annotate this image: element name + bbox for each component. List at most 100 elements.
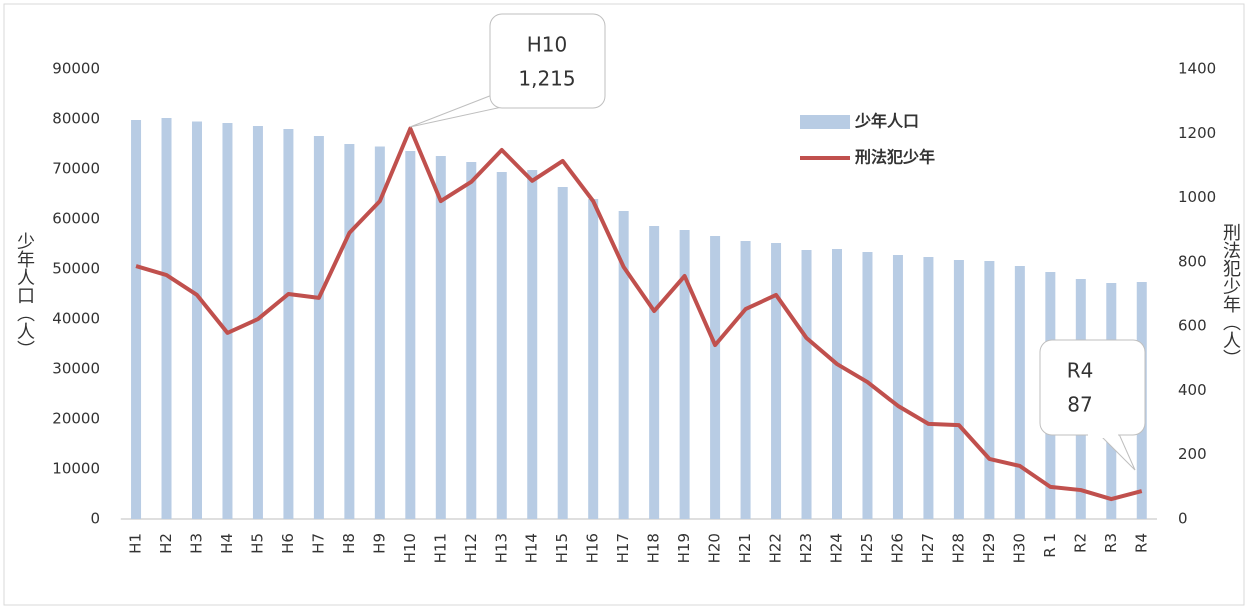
bar <box>222 123 233 519</box>
bar <box>191 121 202 519</box>
y2-tick-label: 1200 <box>1178 124 1216 142</box>
x-tick-label: H12 <box>462 533 480 563</box>
callout: H10 1,215 <box>409 13 606 128</box>
callout-mask <box>1088 430 1118 438</box>
x-tick-label: R3 <box>1102 533 1120 553</box>
y-tick-label: 0 <box>90 510 100 528</box>
y2-tick-label: 0 <box>1178 510 1188 528</box>
bar <box>771 243 782 519</box>
x-tick-label: H18 <box>645 533 663 563</box>
y-axis-label: 少年人口（人） <box>14 232 35 358</box>
y-tick-label: 60000 <box>52 210 100 228</box>
x-tick-label: H17 <box>614 533 632 563</box>
x-tick-label: H15 <box>553 533 571 563</box>
x-tick-label: R 1 <box>1041 533 1059 558</box>
y-tick-label: 50000 <box>52 260 100 278</box>
bar <box>892 255 903 519</box>
x-tick-label: H3 <box>187 533 205 554</box>
bar <box>527 170 538 519</box>
x-tick-label: H8 <box>340 533 358 554</box>
x-tick-label: H2 <box>157 533 175 554</box>
x-tick-label: H10 <box>401 533 419 563</box>
y-tick-label: 10000 <box>52 460 100 478</box>
callout-box <box>1039 339 1146 436</box>
bar <box>862 252 873 519</box>
callout-mask <box>500 88 540 104</box>
bar <box>252 126 263 519</box>
y2-tick-label: 1400 <box>1178 60 1216 78</box>
x-tick-label: R4 <box>1132 533 1150 553</box>
bar <box>710 236 721 519</box>
annotation: 87 <box>1067 393 1092 417</box>
bar <box>953 260 964 519</box>
bar <box>984 261 995 519</box>
y-tick-label: 70000 <box>52 160 100 178</box>
x-tick-label: H14 <box>523 533 541 563</box>
bar <box>740 241 751 519</box>
x-tick-label: H13 <box>492 533 510 563</box>
bar <box>283 129 294 519</box>
bar <box>161 118 172 519</box>
y2-axis-label: 刑法犯少年（人） <box>1220 223 1241 367</box>
bar <box>313 136 324 519</box>
bar <box>405 151 416 519</box>
bar <box>344 144 355 519</box>
line <box>135 126 1143 502</box>
legend: 少年人口 刑法犯少年 <box>800 112 935 167</box>
y2-tick-label: 400 <box>1178 381 1207 399</box>
y2-tick-label: 1000 <box>1178 188 1216 206</box>
y-tick-label: 80000 <box>52 110 100 128</box>
bar <box>588 199 599 519</box>
x-tick-label: H19 <box>675 533 693 563</box>
x-tick-label: H23 <box>797 533 815 563</box>
bar <box>649 226 660 519</box>
y-tick-label: 90000 <box>52 60 100 78</box>
bar <box>374 146 385 519</box>
bar <box>466 162 477 519</box>
legend-swatch <box>800 115 850 129</box>
x-tick-label: R2 <box>1071 533 1089 553</box>
y-tick-label: 20000 <box>52 410 100 428</box>
x-tick-label: H1 <box>127 533 145 554</box>
bar <box>557 187 568 519</box>
bar <box>1014 266 1025 519</box>
x-tick-label: H30 <box>1010 533 1028 563</box>
callout-box <box>489 13 606 109</box>
x-tick-label: H11 <box>431 533 449 563</box>
annotation: R4 <box>1067 359 1094 383</box>
x-tick-label: H6 <box>279 533 297 554</box>
bar <box>801 250 812 519</box>
bar <box>679 230 690 519</box>
x-tick-label: H27 <box>919 533 937 563</box>
y-tick-label: 30000 <box>52 360 100 378</box>
legend-label: 刑法犯少年 <box>855 148 935 167</box>
bar <box>435 156 446 519</box>
x-tick-label: H22 <box>767 533 785 563</box>
callout: R4 87 <box>1039 339 1146 471</box>
x-tick-label: H4 <box>218 533 236 554</box>
bar <box>831 249 842 519</box>
y-tick-label: 40000 <box>52 310 100 328</box>
y2-tick-label: 600 <box>1178 317 1207 335</box>
x-tick-label: H9 <box>370 533 388 554</box>
bar <box>131 120 142 519</box>
x-tick-label: H25 <box>858 533 876 563</box>
x-tick-label: H5 <box>248 533 266 554</box>
bar <box>923 257 934 519</box>
annotation: 1,215 <box>518 67 575 91</box>
annotation: H10 <box>527 33 568 57</box>
x-tick-label: H26 <box>888 533 906 563</box>
x-tick-label: H16 <box>584 533 602 563</box>
x-tick-label: H21 <box>736 533 754 563</box>
legend-label: 少年人口 <box>854 112 919 131</box>
y2-tick-label: 200 <box>1178 445 1207 463</box>
x-tick-label: H28 <box>949 533 967 563</box>
y2-tick-label: 800 <box>1178 252 1207 270</box>
x-tick-label: H29 <box>980 533 998 563</box>
bar <box>496 172 507 519</box>
x-tick-label: H24 <box>827 533 845 563</box>
bar <box>618 211 629 519</box>
x-tick-label: H20 <box>706 533 724 563</box>
x-tick-label: H7 <box>309 533 327 554</box>
